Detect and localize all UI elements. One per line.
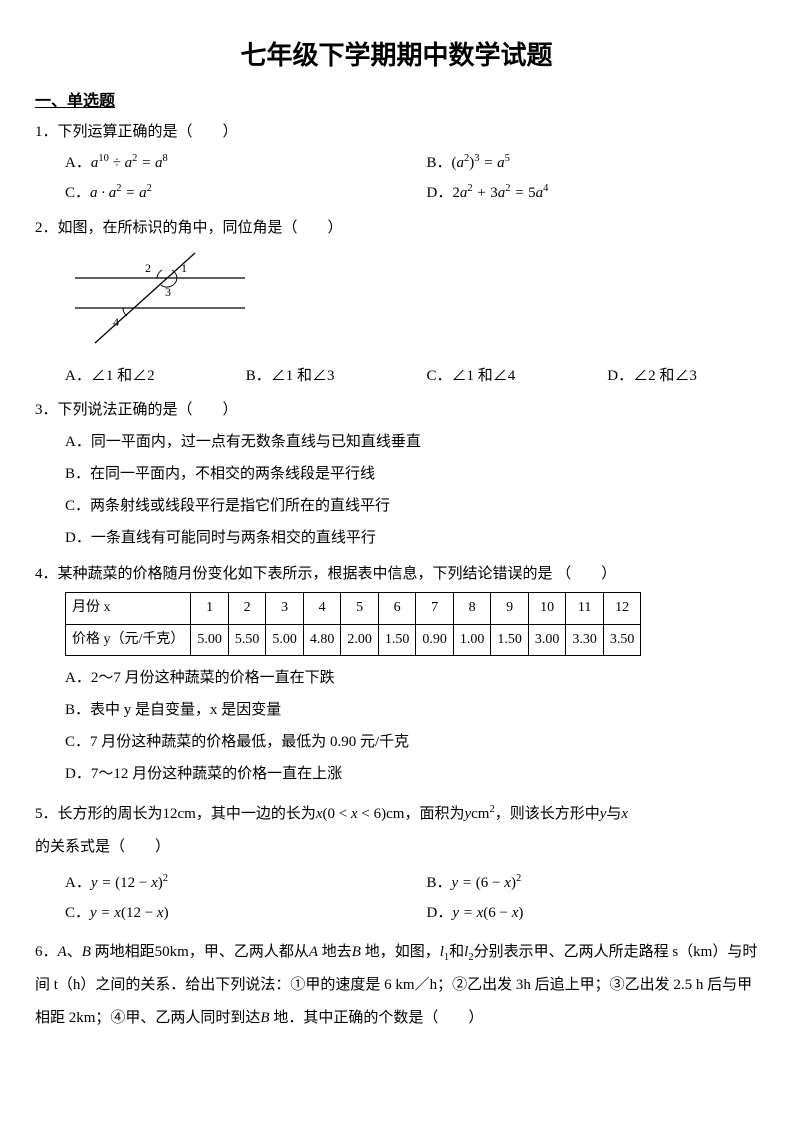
q3-opt-D: D．一条直线有可能同时与两条相交的直线平行 — [35, 522, 758, 554]
q3-opt-C: C．两条射线或线段平行是指它们所在的直线平行 — [35, 490, 758, 522]
q1-C-expr: a · a2 = a2 — [90, 185, 152, 201]
q3-opt-A: A．同一平面内，过一点有无数条直线与已知直线垂直 — [35, 426, 758, 458]
question-6: 6．A、B 两地相距50km，甲、乙两人都从A 地去B 地，如图，l1和l2分别… — [35, 936, 758, 1035]
question-4: 4．某种蔬菜的价格随月份变化如下表所示，根据表中信息，下列结论错误的是 （ ） … — [35, 562, 758, 790]
q2-options: A．∠1 和∠2 B．∠1 和∠3 C．∠1 和∠4 D．∠2 和∠3 — [35, 362, 758, 390]
q1-A-expr: a10 ÷ a2 = a8 — [91, 155, 168, 171]
q4-stem: 4．某种蔬菜的价格随月份变化如下表所示，根据表中信息，下列结论错误的是 （ ） — [35, 562, 758, 586]
question-3: 3．下列说法正确的是（ ） A．同一平面内，过一点有无数条直线与已知直线垂直 B… — [35, 398, 758, 554]
q1-opt-C: C．a · a2 = a2 — [35, 178, 397, 208]
page-title: 七年级下学期期中数学试题 — [35, 35, 758, 77]
table-row: 月份 x 1 2 3 4 5 6 7 8 9 10 11 12 — [66, 593, 641, 624]
q3-opt-B: B．在同一平面内，不相交的两条线段是平行线 — [35, 458, 758, 490]
q2-opt-C: C．∠1 和∠4 — [397, 362, 578, 390]
q6-stem: 6．A、B 两地相距50km，甲、乙两人都从A 地去B 地，如图，l1和l2分别… — [35, 936, 758, 1035]
q5-stem: 5．长方形的周长为12cm，其中一边的长为x(0 < x < 6)cm，面积为y… — [35, 798, 758, 864]
q1-D-expr: 2a2 + 3a2 = 5a4 — [452, 185, 548, 201]
q2-opt-A: A．∠1 和∠2 — [35, 362, 216, 390]
q3-stem: 3．下列说法正确的是（ ） — [35, 398, 758, 422]
question-1: 1．下列运算正确的是（ ） A．a10 ÷ a2 = a8 B．(a2)3 = … — [35, 120, 758, 208]
q4-opt-A: A．2～7 月份这种蔬菜的价格一直在下跌 — [35, 662, 758, 694]
q4-options: A．2～7 月份这种蔬菜的价格一直在下跌 B．表中 y 是自变量，x 是因变量 … — [35, 662, 758, 790]
q1-opt-A: A．a10 ÷ a2 = a8 — [35, 148, 397, 178]
q5-options: A．y = (12 − x)2 B．y = (6 − x)2 C．y = x(1… — [35, 868, 758, 928]
q5-opt-C: C．y = x(12 − x) — [35, 898, 397, 928]
q2-opt-D: D．∠2 和∠3 — [577, 362, 758, 390]
section-heading: 一、单选题 — [35, 89, 758, 115]
q2-stem: 2．如图，在所标识的角中，同位角是（ ） — [35, 216, 758, 240]
q5-opt-B: B．y = (6 − x)2 — [397, 868, 759, 898]
q2-diagram: 1 2 3 4 — [65, 248, 758, 356]
q2-opt-B: B．∠1 和∠3 — [216, 362, 397, 390]
question-2: 2．如图，在所标识的角中，同位角是（ ） 1 2 3 4 A．∠1 和∠2 B．… — [35, 216, 758, 390]
q4-opt-C: C．7 月份这种蔬菜的价格最低，最低为 0.90 元/千克 — [35, 726, 758, 758]
q4-row1-h: 月份 x — [66, 593, 191, 624]
question-5: 5．长方形的周长为12cm，其中一边的长为x(0 < x < 6)cm，面积为y… — [35, 798, 758, 928]
svg-text:3: 3 — [165, 285, 171, 299]
q5-opt-D: D．y = x(6 − x) — [397, 898, 759, 928]
q4-opt-D: D．7～12 月份这种蔬菜的价格一直在上涨 — [35, 758, 758, 790]
q4-opt-B: B．表中 y 是自变量，x 是因变量 — [35, 694, 758, 726]
q4-row2-h: 价格 y（元/千克） — [66, 624, 191, 655]
q1-B-expr: (a2)3 = a5 — [452, 155, 510, 171]
q5-opt-A: A．y = (12 − x)2 — [35, 868, 397, 898]
q1-stem: 1．下列运算正确的是（ ） — [35, 120, 758, 144]
svg-text:2: 2 — [145, 261, 151, 275]
svg-text:1: 1 — [181, 261, 187, 275]
svg-text:4: 4 — [113, 315, 119, 329]
table-row: 价格 y（元/千克） 5.00 5.50 5.00 4.80 2.00 1.50… — [66, 624, 641, 655]
q1-options: A．a10 ÷ a2 = a8 B．(a2)3 = a5 C．a · a2 = … — [35, 148, 758, 208]
q1-opt-D: D．2a2 + 3a2 = 5a4 — [397, 178, 759, 208]
q1-opt-B: B．(a2)3 = a5 — [397, 148, 759, 178]
q3-options: A．同一平面内，过一点有无数条直线与已知直线垂直 B．在同一平面内，不相交的两条… — [35, 426, 758, 554]
q4-table: 月份 x 1 2 3 4 5 6 7 8 9 10 11 12 价格 y（元/千… — [65, 592, 641, 656]
